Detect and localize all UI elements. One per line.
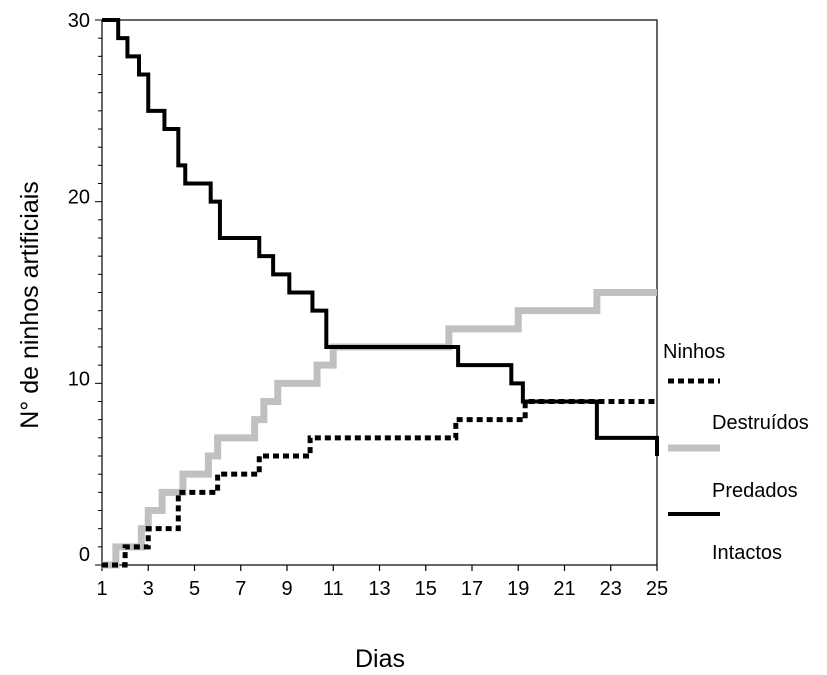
x-tick-label: 15 <box>415 578 437 600</box>
y-tick-label: 30 <box>68 10 90 32</box>
series-line-destrudos <box>102 399 657 568</box>
legend: Ninhos Destruídos Predados Intactos <box>663 341 809 564</box>
series-line-predados <box>102 289 657 569</box>
series-line-intactos <box>102 18 659 456</box>
x-tick-label: 5 <box>189 578 200 600</box>
x-tick-label: 11 <box>323 578 344 600</box>
x-tick-label: 13 <box>368 578 390 600</box>
legend-label-predados: Predados <box>712 480 798 502</box>
x-tick-label: 17 <box>461 578 483 600</box>
series-layer <box>102 18 659 569</box>
x-tick-label: 21 <box>553 578 575 600</box>
y-tick-label: 0 <box>79 544 90 566</box>
x-tick-label: 19 <box>507 578 529 600</box>
x-axis-title: Dias <box>355 645 405 673</box>
legend-label-destruidos: Destruídos <box>712 412 809 434</box>
y-tick-label: 20 <box>68 187 90 209</box>
x-tick-label: 3 <box>143 578 154 600</box>
y-tick-label: 10 <box>68 368 90 390</box>
x-tick-label: 1 <box>96 578 107 600</box>
legend-title: Ninhos <box>663 341 725 363</box>
y-axis-ticks: 0 10 20 30 <box>68 10 102 566</box>
x-tick-label: 25 <box>646 578 668 600</box>
x-tick-label: 23 <box>600 578 622 600</box>
y-axis-title: N° de ninhos artificiais <box>16 181 44 429</box>
legend-label-intactos: Intactos <box>712 542 782 564</box>
x-tick-label: 7 <box>235 578 246 600</box>
x-axis-ticks: 1 3 5 7 9 11 13 15 17 19 21 23 25 <box>96 565 668 600</box>
x-tick-label: 9 <box>281 578 292 600</box>
